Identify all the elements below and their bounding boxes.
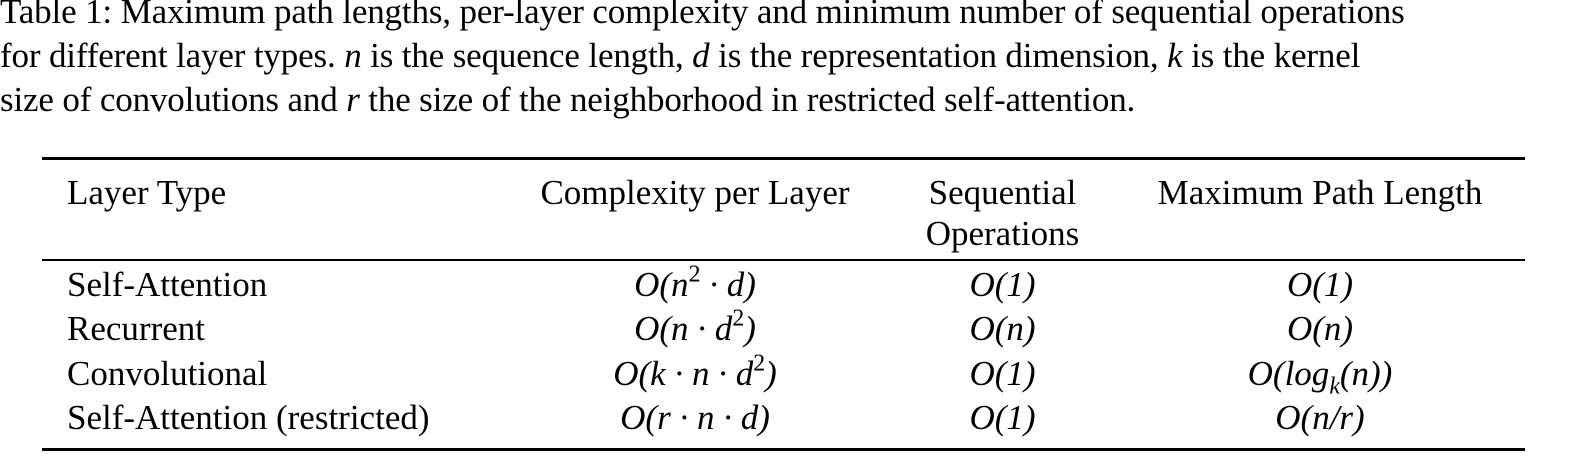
path-length-cell: O(1)	[1286, 265, 1354, 304]
math-part: )	[744, 309, 756, 348]
math-part: (n))	[1339, 354, 1393, 393]
math-part: O(n · d	[634, 309, 733, 348]
caption-text: for different layer types.	[0, 36, 345, 75]
complexity-cell: O(k · n · d2)	[480, 350, 910, 395]
caption-text: size of convolutions and	[0, 80, 347, 119]
table-header-rule	[42, 259, 1525, 261]
math-part: )	[765, 354, 777, 393]
header-max-path-length: Maximum Path Length	[1157, 173, 1483, 212]
layer-type-cell: Self-Attention	[67, 265, 268, 304]
sequential-cell: O(n)	[969, 309, 1036, 348]
sequential-cell: O(1)	[969, 265, 1036, 304]
path-length-cell: O(n)	[1286, 309, 1354, 348]
table-top-rule	[42, 157, 1525, 160]
caption-text: the size of the neighborhood in restrict…	[359, 80, 1136, 119]
complexity-cell: O(r · n · d)	[620, 398, 770, 437]
header-sequential: Sequential	[928, 173, 1077, 212]
layer-type-cell: Recurrent	[67, 309, 205, 348]
math-superscript: 2	[732, 305, 745, 332]
sequential-cell: O(1)	[969, 398, 1036, 437]
caption-text: Table 1: Maximum path lengths, per-layer…	[0, 0, 1405, 31]
caption-text: is the kernel	[1182, 36, 1361, 75]
table-bottom-rule	[42, 448, 1525, 451]
caption-variable-r: r	[346, 80, 360, 119]
table-caption: Table 1: Maximum path lengths, per-layer…	[0, 0, 1587, 122]
math-part: O(n	[634, 265, 689, 304]
caption-variable-n: n	[344, 36, 362, 75]
math-part: O(k · n · d	[613, 354, 754, 393]
complexity-cell: O(n · d2)	[480, 305, 910, 350]
complexity-cell: O(n2 · d)	[480, 261, 910, 306]
path-length-cell: O(n/r)	[1275, 398, 1365, 437]
caption-variable-k: k	[1167, 36, 1183, 75]
sequential-cell: O(1)	[969, 354, 1036, 393]
math-part: O(log	[1247, 354, 1330, 393]
caption-text: is the sequence length,	[361, 36, 693, 75]
layer-type-cell: Self-Attention (restricted)	[67, 398, 430, 437]
header-complexity: Complexity per Layer	[540, 173, 850, 212]
header-layer-type: Layer Type	[67, 173, 227, 212]
math-superscript: 2	[753, 350, 766, 377]
caption-text: is the representation dimension,	[709, 36, 1168, 75]
math-part: · d)	[700, 265, 756, 304]
math-superscript: 2	[688, 261, 701, 288]
caption-line-2: for different layer types. n is the sequ…	[0, 34, 1587, 78]
math-subscript: k	[1329, 373, 1340, 400]
layer-type-cell: Convolutional	[67, 354, 268, 393]
path-length-cell: O(logk(n))	[1115, 353, 1525, 398]
caption-line-1: Table 1: Maximum path lengths, per-layer…	[0, 0, 1587, 34]
caption-variable-d: d	[692, 36, 710, 75]
caption-line-3: size of convolutions and r the size of t…	[0, 78, 1587, 122]
header-operations: Operations	[925, 214, 1080, 253]
